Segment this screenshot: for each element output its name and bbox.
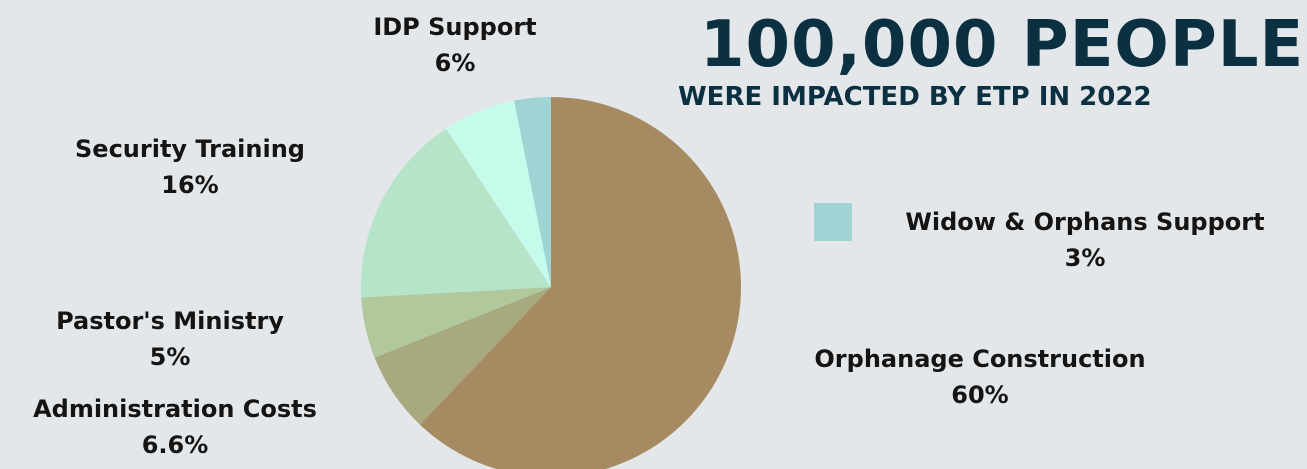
label-administration-costs-name: Administration Costs — [33, 395, 317, 423]
label-pastors-ministry-value: 5% — [149, 343, 191, 371]
label-administration-costs-value: 6.6% — [141, 431, 209, 459]
legend-swatch — [814, 203, 852, 241]
label-pastors-ministry-name: Pastor's Ministry — [56, 307, 284, 335]
headline-title: 100,000 PEOPLE — [700, 8, 1305, 82]
legend-widow-orphans: Widow & Orphans Support 3% — [870, 204, 1300, 276]
pie-slice-security-training — [361, 128, 551, 298]
pie-slice-administration-costs — [374, 287, 551, 425]
pie-slice-orphanage-construction — [419, 97, 741, 469]
pie-slice-widow-orphans-support — [514, 97, 551, 287]
legend-widow-orphans-value: 3% — [1064, 244, 1106, 272]
label-security-training-value: 16% — [161, 171, 219, 199]
label-idp-support-value: 6% — [434, 49, 476, 77]
pie-slice-idp-support — [446, 100, 551, 287]
legend-widow-orphans-name: Widow & Orphans Support — [905, 208, 1265, 236]
headline: 100,000 PEOPLE WERE IMPACTED BY ETP IN 2… — [678, 6, 1307, 112]
label-orphanage-construction: Orphanage Construction 60% — [760, 341, 1200, 413]
pie-slice-pastor-s-ministry — [361, 287, 551, 358]
headline-subtitle: WERE IMPACTED BY ETP IN 2022 — [678, 82, 1152, 112]
label-administration-costs: Administration Costs 6.6% — [0, 391, 350, 463]
label-pastors-ministry: Pastor's Ministry 5% — [20, 303, 320, 375]
label-orphanage-construction-name: Orphanage Construction — [814, 345, 1146, 373]
label-idp-support: IDP Support 6% — [355, 9, 555, 81]
label-security-training-name: Security Training — [75, 135, 305, 163]
label-security-training: Security Training 16% — [40, 131, 340, 203]
label-idp-support-name: IDP Support — [373, 13, 537, 41]
label-orphanage-construction-value: 60% — [951, 381, 1009, 409]
